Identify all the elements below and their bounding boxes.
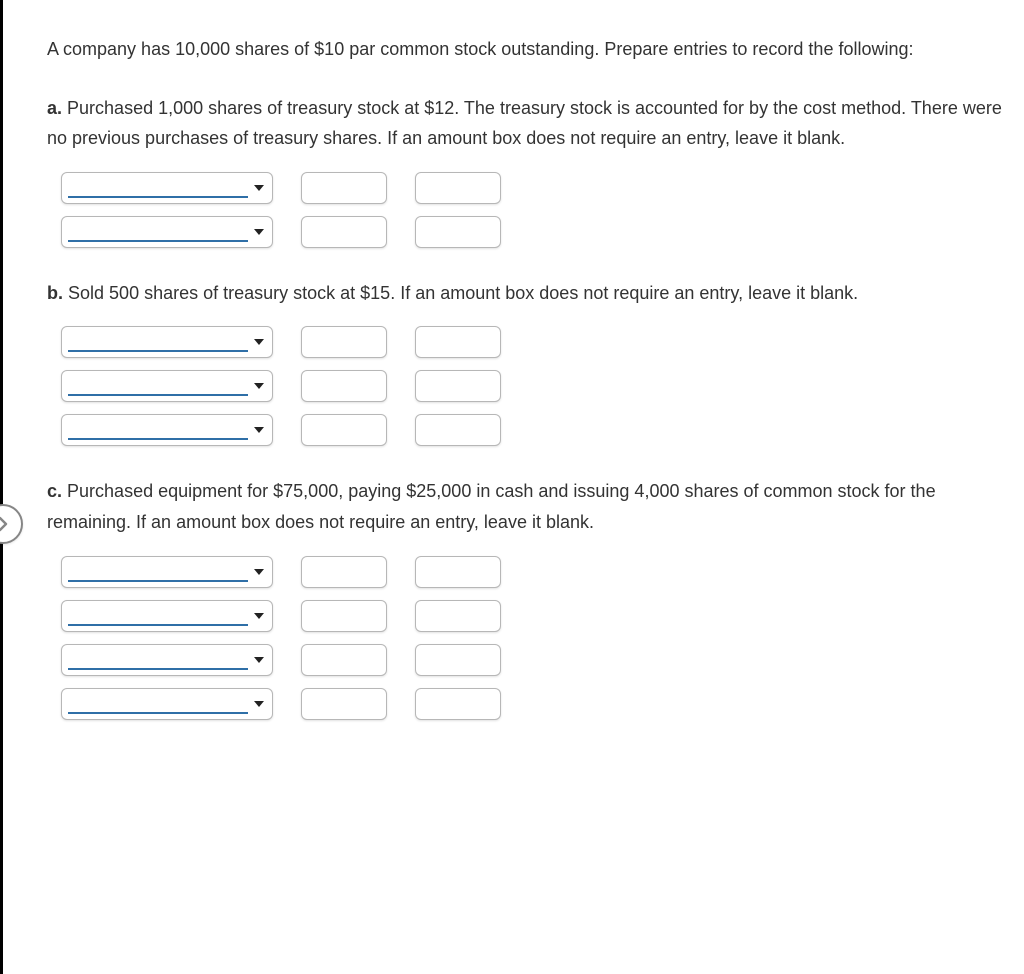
debit-input[interactable] <box>301 688 387 720</box>
credit-input[interactable] <box>415 370 501 402</box>
caret-down-icon <box>254 427 264 433</box>
entry-rows <box>61 556 1012 720</box>
part-label: b. <box>47 283 63 303</box>
part-body-text: Sold 500 shares of treasury stock at $15… <box>68 283 858 303</box>
chevron-right-icon <box>0 516 10 532</box>
page: A company has 10,000 shares of $10 par c… <box>0 0 1024 974</box>
credit-input[interactable] <box>415 556 501 588</box>
journal-entry-row <box>61 600 1012 632</box>
entry-rows <box>61 326 1012 446</box>
journal-entry-row <box>61 172 1012 204</box>
credit-input[interactable] <box>415 644 501 676</box>
journal-entry-row <box>61 216 1012 248</box>
account-select[interactable] <box>61 688 273 720</box>
debit-input[interactable] <box>301 556 387 588</box>
part-text: c. Purchased equipment for $75,000, payi… <box>47 476 1012 537</box>
account-select[interactable] <box>61 370 273 402</box>
account-select[interactable] <box>61 326 273 358</box>
debit-input[interactable] <box>301 644 387 676</box>
part-body-text: Purchased 1,000 shares of treasury stock… <box>47 98 1002 149</box>
debit-input[interactable] <box>301 600 387 632</box>
account-select[interactable] <box>61 216 273 248</box>
credit-input[interactable] <box>415 600 501 632</box>
credit-input[interactable] <box>415 172 501 204</box>
part-text: b. Sold 500 shares of treasury stock at … <box>47 278 1012 309</box>
part-label: c. <box>47 481 62 501</box>
question-part: a. Purchased 1,000 shares of treasury st… <box>47 93 1024 248</box>
caret-down-icon <box>254 185 264 191</box>
debit-input[interactable] <box>301 370 387 402</box>
journal-entry-row <box>61 326 1012 358</box>
journal-entry-row <box>61 556 1012 588</box>
account-select[interactable] <box>61 172 273 204</box>
caret-down-icon <box>254 569 264 575</box>
part-text: a. Purchased 1,000 shares of treasury st… <box>47 93 1012 154</box>
account-select[interactable] <box>61 600 273 632</box>
credit-input[interactable] <box>415 414 501 446</box>
credit-input[interactable] <box>415 688 501 720</box>
nav-next-button[interactable] <box>0 504 23 544</box>
caret-down-icon <box>254 339 264 345</box>
caret-down-icon <box>254 657 264 663</box>
part-label: a. <box>47 98 62 118</box>
part-body-text: Purchased equipment for $75,000, paying … <box>47 481 936 532</box>
intro-text: A company has 10,000 shares of $10 par c… <box>47 34 1024 65</box>
journal-entry-row <box>61 370 1012 402</box>
credit-input[interactable] <box>415 326 501 358</box>
journal-entry-row <box>61 644 1012 676</box>
account-select[interactable] <box>61 556 273 588</box>
account-select[interactable] <box>61 414 273 446</box>
entry-rows <box>61 172 1012 248</box>
debit-input[interactable] <box>301 414 387 446</box>
account-select[interactable] <box>61 644 273 676</box>
journal-entry-row <box>61 688 1012 720</box>
caret-down-icon <box>254 229 264 235</box>
question-part: b. Sold 500 shares of treasury stock at … <box>47 278 1024 447</box>
journal-entry-row <box>61 414 1012 446</box>
caret-down-icon <box>254 383 264 389</box>
question-part: c. Purchased equipment for $75,000, payi… <box>47 476 1024 719</box>
caret-down-icon <box>254 613 264 619</box>
caret-down-icon <box>254 701 264 707</box>
debit-input[interactable] <box>301 172 387 204</box>
debit-input[interactable] <box>301 216 387 248</box>
debit-input[interactable] <box>301 326 387 358</box>
parts-container: a. Purchased 1,000 shares of treasury st… <box>47 93 1024 720</box>
credit-input[interactable] <box>415 216 501 248</box>
